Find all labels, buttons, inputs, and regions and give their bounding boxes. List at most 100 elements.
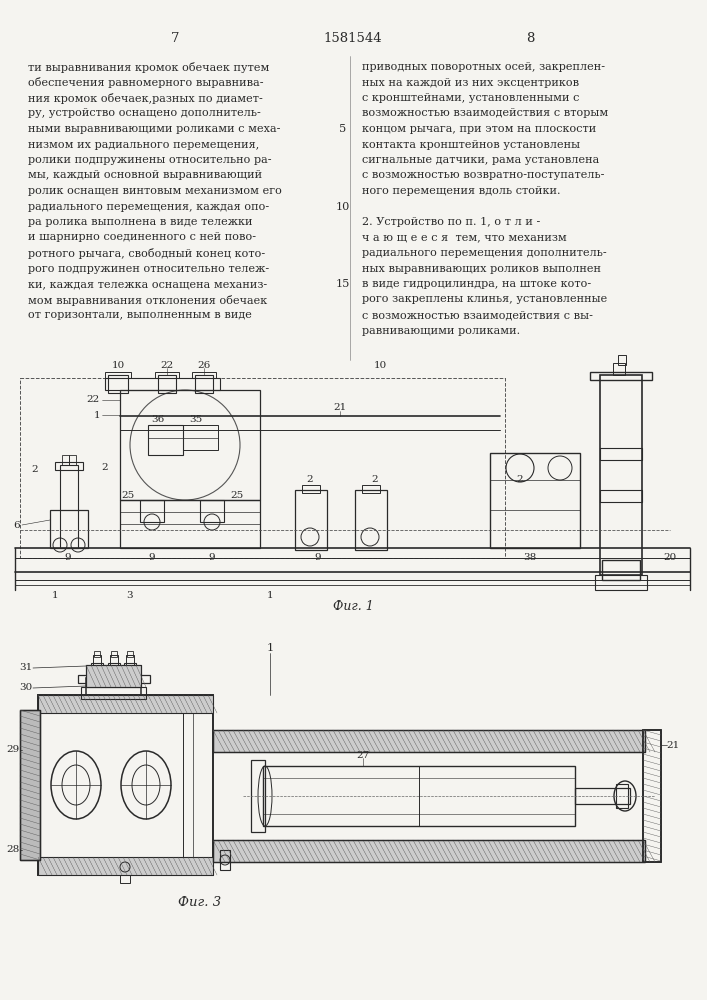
- Bar: [600, 375, 642, 575]
- Bar: [362, 485, 380, 493]
- Bar: [38, 857, 213, 875]
- Text: возможностью взаимодействия с вторым: возможностью взаимодействия с вторым: [362, 108, 608, 118]
- Bar: [295, 490, 327, 550]
- Text: 22: 22: [160, 360, 174, 369]
- Bar: [643, 730, 661, 862]
- Bar: [86, 665, 141, 687]
- Text: 26: 26: [197, 360, 211, 369]
- Bar: [643, 730, 661, 862]
- Text: с возможностью взаимодействия с вы-: с возможностью взаимодействия с вы-: [362, 310, 593, 320]
- Text: 2: 2: [307, 476, 313, 485]
- Text: мом выравнивания отклонения обечаек: мом выравнивания отклонения обечаек: [28, 294, 267, 306]
- Bar: [108, 663, 120, 679]
- Text: 15: 15: [336, 279, 350, 289]
- Text: радиального перемещения дополнитель-: радиального перемещения дополнитель-: [362, 248, 607, 258]
- Text: 21: 21: [667, 740, 679, 750]
- Bar: [195, 375, 213, 393]
- Text: 8: 8: [526, 31, 534, 44]
- Text: 2. Устройство по п. 1, о т л и -: 2. Устройство по п. 1, о т л и -: [362, 217, 540, 227]
- Text: 6: 6: [13, 520, 20, 530]
- Text: рого подпружинен относительно тележ-: рого подпружинен относительно тележ-: [28, 263, 269, 273]
- Bar: [200, 500, 224, 522]
- Text: 2: 2: [372, 476, 378, 485]
- Bar: [111, 651, 117, 657]
- Bar: [86, 665, 141, 687]
- Bar: [105, 378, 220, 390]
- Text: 28: 28: [7, 846, 20, 854]
- Text: 35: 35: [189, 416, 203, 424]
- Text: в виде гидроцилиндра, на штоке кото-: в виде гидроцилиндра, на штоке кото-: [362, 279, 591, 289]
- Bar: [108, 375, 128, 393]
- Text: и шарнирно соединенного с ней пово-: и шарнирно соединенного с ней пово-: [28, 232, 256, 242]
- Text: радиального перемещения, каждая опо-: радиального перемещения, каждая опо-: [28, 202, 269, 212]
- Text: концом рычага, при этом на плоскости: концом рычага, при этом на плоскости: [362, 124, 596, 134]
- Bar: [93, 655, 101, 665]
- Bar: [20, 710, 40, 860]
- Text: обеспечения равномерного выравнива-: обеспечения равномерного выравнива-: [28, 78, 264, 89]
- Text: 30: 30: [19, 684, 32, 692]
- Bar: [120, 875, 130, 883]
- Text: с возможностью возвратно-поступатель-: с возможностью возвратно-поступатель-: [362, 170, 604, 180]
- Text: сигнальные датчики, рама установлена: сигнальные датчики, рама установлена: [362, 155, 600, 165]
- Bar: [91, 663, 103, 679]
- Bar: [590, 372, 652, 380]
- Text: 1581544: 1581544: [324, 31, 382, 44]
- Bar: [213, 840, 645, 862]
- Text: ротного рычага, свободный конец кото-: ротного рычага, свободный конец кото-: [28, 248, 265, 259]
- Bar: [20, 378, 505, 558]
- Text: ных выравнивающих роликов выполнен: ных выравнивающих роликов выполнен: [362, 263, 601, 273]
- Text: рого закреплены клинья, установленные: рого закреплены клинья, установленные: [362, 294, 607, 304]
- Text: 10: 10: [336, 202, 350, 212]
- Text: 1: 1: [267, 643, 274, 653]
- Bar: [600, 448, 642, 460]
- Bar: [302, 485, 320, 493]
- Bar: [86, 678, 141, 695]
- Bar: [251, 760, 265, 832]
- Text: 27: 27: [356, 752, 370, 760]
- Bar: [490, 453, 580, 548]
- Text: Фиг. 1: Фиг. 1: [332, 600, 373, 613]
- Bar: [81, 687, 146, 699]
- Text: 20: 20: [663, 554, 677, 562]
- Bar: [38, 695, 213, 875]
- Text: ного перемещения вдоль стойки.: ного перемещения вдоль стойки.: [362, 186, 561, 196]
- Text: мы, каждый основной выравнивающий: мы, каждый основной выравнивающий: [28, 170, 262, 180]
- Bar: [126, 655, 134, 665]
- Bar: [155, 372, 179, 378]
- Text: ролики подпружинены относительно ра-: ролики подпружинены относительно ра-: [28, 155, 271, 165]
- Text: 22: 22: [87, 395, 100, 404]
- Text: низмом их радиального перемещения,: низмом их радиального перемещения,: [28, 139, 259, 149]
- Bar: [78, 675, 150, 683]
- Text: 21: 21: [334, 403, 346, 412]
- Bar: [220, 850, 230, 870]
- Bar: [124, 663, 136, 679]
- Text: 9: 9: [64, 554, 71, 562]
- Bar: [60, 465, 78, 548]
- Bar: [355, 490, 387, 550]
- Text: равнивающими роликами.: равнивающими роликами.: [362, 326, 520, 336]
- Text: ния кромок обечаек,разных по диамет-: ния кромок обечаек,разных по диамет-: [28, 93, 263, 104]
- Text: 2: 2: [32, 466, 38, 475]
- Bar: [120, 390, 260, 500]
- Text: 1: 1: [93, 410, 100, 420]
- Text: 1: 1: [267, 590, 274, 599]
- Bar: [213, 730, 645, 752]
- Text: 36: 36: [151, 416, 165, 424]
- Bar: [148, 425, 183, 455]
- Bar: [192, 372, 216, 378]
- Text: ти выравнивания кромок обечаек путем: ти выравнивания кромок обечаек путем: [28, 62, 269, 73]
- Text: 1: 1: [52, 590, 58, 599]
- Text: приводных поворотных осей, закреплен-: приводных поворотных осей, закреплен-: [362, 62, 605, 72]
- Bar: [20, 710, 40, 860]
- Text: ными выравнивающими роликами с меха-: ными выравнивающими роликами с меха-: [28, 124, 281, 134]
- Text: с кронштейнами, установленными с: с кронштейнами, установленными с: [362, 93, 579, 103]
- Text: 25: 25: [122, 490, 135, 499]
- Bar: [613, 363, 625, 375]
- Text: от горизонтали, выполненным в виде: от горизонтали, выполненным в виде: [28, 310, 252, 320]
- Bar: [55, 462, 83, 470]
- Text: 2: 2: [101, 464, 108, 473]
- Bar: [69, 455, 76, 465]
- Text: 10: 10: [112, 360, 124, 369]
- Text: 31: 31: [19, 664, 32, 672]
- Text: 3: 3: [127, 590, 134, 599]
